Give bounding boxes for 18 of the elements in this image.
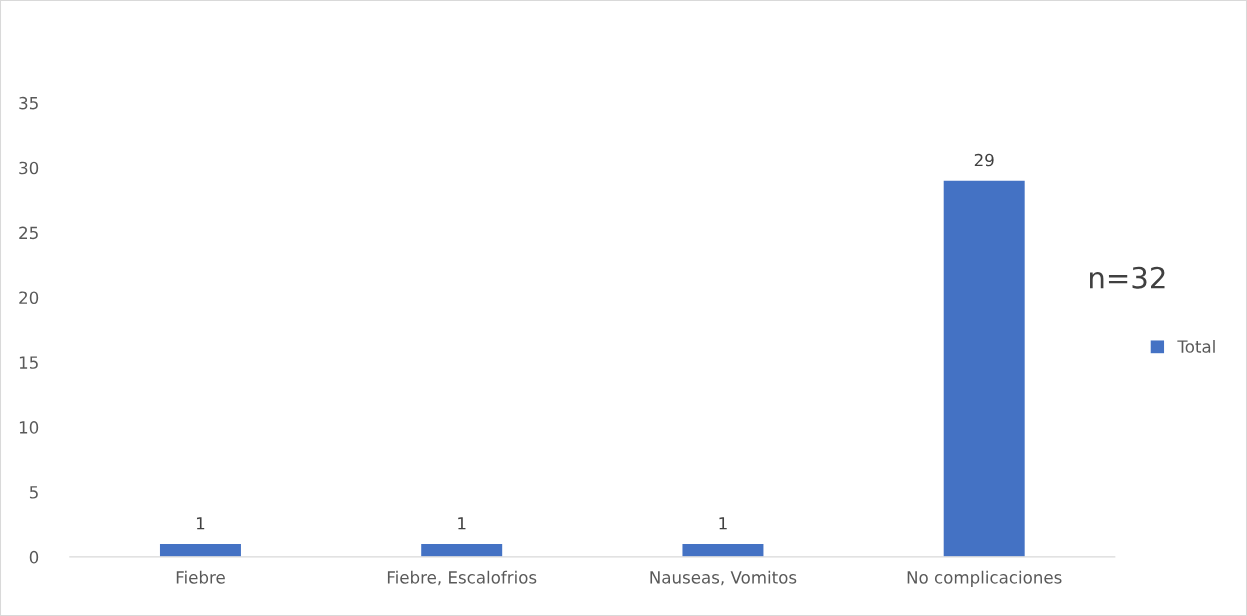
y-tick-label: 30 [19, 161, 39, 175]
annotation: n=32 [1090, 266, 1165, 289]
y-tick-label: 25 [19, 226, 38, 240]
data-label: 1 [196, 517, 205, 530]
y-tick-label: 20 [19, 291, 39, 305]
data-label: 1 [458, 517, 466, 530]
y-tick-label: 0 [29, 550, 39, 564]
x-tick-label: No complicaciones [907, 570, 1062, 587]
legend-label: Total [1177, 339, 1215, 353]
x-tick-label: Nauseas, Vomitos [650, 570, 797, 586]
data-label: 29 [974, 153, 994, 167]
data-label: 1 [719, 517, 727, 530]
y-tick-label: 10 [19, 421, 39, 434]
x-tick-label: Fiebre, Escalofrios [387, 570, 537, 586]
y-tick-label: 35 [19, 96, 38, 110]
y-tick-label: 15 [19, 356, 38, 369]
y-tick-label: 5 [29, 486, 38, 499]
x-tick-label: Fiebre [176, 570, 225, 584]
